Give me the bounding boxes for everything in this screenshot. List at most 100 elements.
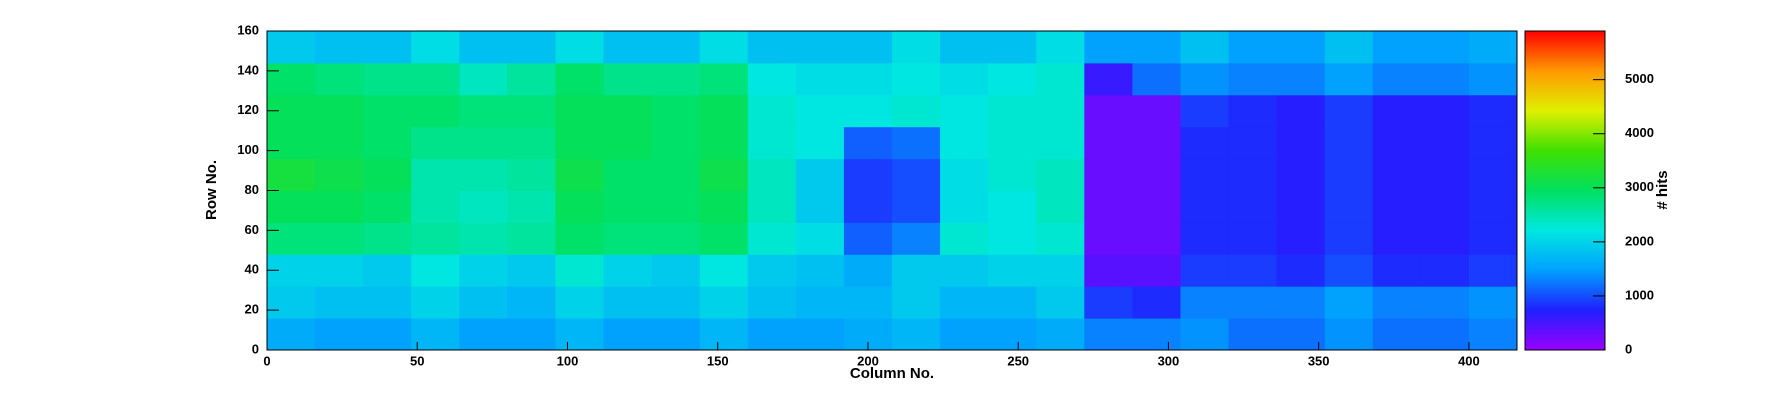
heatmap-cell [507,222,556,255]
heatmap-cell [892,158,941,191]
heatmap-cell [843,158,893,191]
heatmap-cell [267,222,316,255]
colorbar-tick-label: 4000 [1625,125,1654,140]
heatmap-cell [603,254,653,287]
heatmap-cell [988,62,1037,96]
heatmap-cell [1180,94,1230,128]
heatmap-cell [1180,190,1230,223]
heatmap-cell [892,62,941,96]
heatmap-cell [651,126,701,160]
heatmap-cell [555,62,605,96]
heatmap-cell [651,318,701,351]
heatmap-cell [411,222,460,255]
heatmap-cell [315,254,364,287]
heatmap-cell [988,126,1037,160]
heatmap-cell [1084,31,1133,64]
y-tick-label: 80 [245,182,259,197]
colorbar-tick-label: 1000 [1625,287,1654,302]
heatmap-cell [507,286,556,319]
colorbar-tick-label: 5000 [1625,71,1654,86]
heatmap-cell [459,318,508,351]
heatmap-cell [267,318,316,351]
heatmap-cell [459,31,508,64]
heatmap-cell [699,31,749,64]
heatmap-cell [459,126,508,160]
heatmap-cell [1468,190,1518,223]
heatmap-cell [315,318,364,351]
heatmap-cell [507,94,556,128]
heatmap-cell [1276,94,1326,128]
heatmap-cell [459,94,508,128]
heatmap-cell [1468,254,1518,287]
heatmap-cell [843,126,893,160]
heatmap-cell [843,222,893,255]
heatmap-cell [699,126,749,160]
y-tick-label: 160 [237,22,259,37]
heatmap-cell [1468,222,1518,255]
heatmap-cell [1420,222,1470,255]
heatmap-cell [1084,318,1133,351]
heatmap-cell [507,126,556,160]
heatmap-cell [795,94,845,128]
colorbar [1524,30,1606,351]
y-tick-label: 20 [245,302,259,317]
heatmap-cell [1180,254,1230,287]
heatmap-cell [315,126,364,160]
heatmap-cell [1132,254,1181,287]
heatmap-cell [1036,94,1085,128]
heatmap-cell [1420,254,1470,287]
heatmap-cell [315,286,364,319]
heatmap-cell [1276,286,1326,319]
z-axis-title: # hits [1654,170,1671,209]
heatmap-cell [1180,158,1230,191]
heatmap-cell [1180,222,1230,255]
heatmap-cell [892,318,941,351]
heatmap-cell [1276,62,1326,96]
heatmap-cell [555,158,605,191]
heatmap-cell [363,318,412,351]
heatmap-cell [603,222,653,255]
heatmap-cell [363,286,412,319]
heatmap-cell [411,190,460,223]
heatmap-cell [988,286,1037,319]
heatmap-cell [1036,31,1085,64]
x-tick-label: 150 [707,353,729,368]
heatmap-cell [555,126,605,160]
heatmap-cell [267,190,316,223]
heatmap-cell [940,286,989,319]
heatmap-cell [747,286,797,319]
heatmap-cell [892,286,941,319]
heatmap-cell [1036,190,1085,223]
colorbar-tick-label: 2000 [1625,233,1654,248]
heatmap-cell [843,254,893,287]
heatmap-cell [1228,62,1278,96]
heatmap-cell [1132,31,1181,64]
heatmap-cell [651,94,701,128]
heatmap-cell [699,318,749,351]
heatmap-cell [315,62,364,96]
heatmap-cell [699,222,749,255]
heatmap-cell [651,190,701,223]
heatmap-cell [1468,158,1518,191]
y-tick-label: 140 [237,62,259,77]
heatmap-cell [1036,286,1085,319]
heatmap-cell [1228,222,1278,255]
heatmap-cell [1276,222,1326,255]
heatmap-cell [892,254,941,287]
heatmap-cell [459,190,508,223]
heatmap-cell [699,190,749,223]
heatmap-cell [1324,190,1374,223]
heatmap-cell [1132,190,1181,223]
y-axis-title: Row No. [203,160,220,220]
heatmap-cell [1132,222,1181,255]
heatmap-cell [315,31,364,64]
heatmap-cell [747,318,797,351]
heatmap-cell [507,318,556,351]
heatmap-cell [747,222,797,255]
heatmap-cell [1468,318,1518,351]
heatmap-cell [1324,254,1374,287]
heatmap-cell [555,94,605,128]
heatmap-cell [315,222,364,255]
heatmap-cell [267,31,316,64]
heatmap-cell [411,126,460,160]
